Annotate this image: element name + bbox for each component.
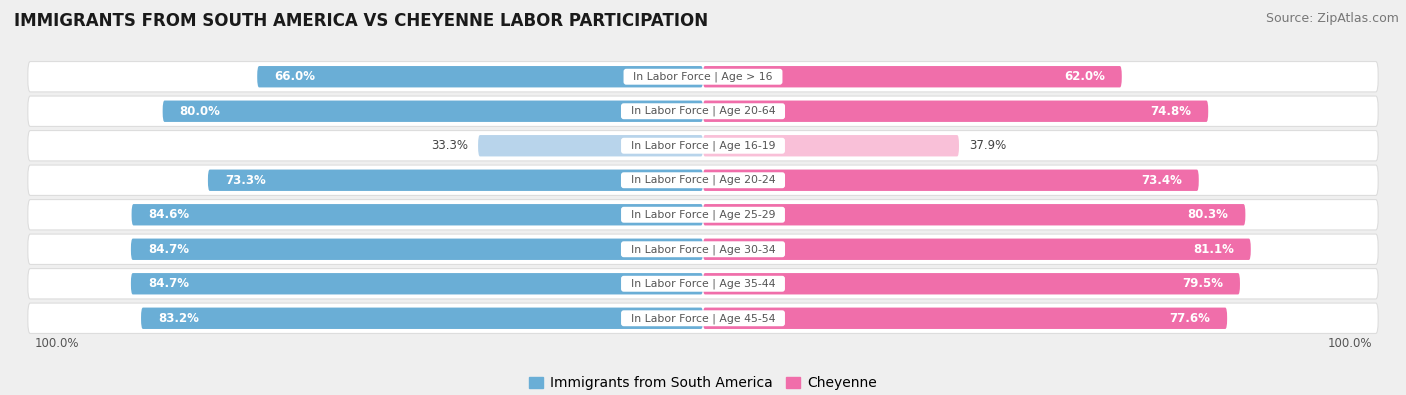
- FancyBboxPatch shape: [28, 62, 1378, 92]
- Text: 79.5%: 79.5%: [1182, 277, 1223, 290]
- Text: In Labor Force | Age > 16: In Labor Force | Age > 16: [626, 71, 780, 82]
- FancyBboxPatch shape: [28, 165, 1378, 196]
- Text: 33.3%: 33.3%: [432, 139, 468, 152]
- Text: 73.3%: 73.3%: [225, 174, 266, 187]
- Text: 81.1%: 81.1%: [1194, 243, 1234, 256]
- Text: 37.9%: 37.9%: [969, 139, 1007, 152]
- FancyBboxPatch shape: [28, 199, 1378, 230]
- FancyBboxPatch shape: [703, 66, 1122, 87]
- FancyBboxPatch shape: [132, 204, 703, 226]
- FancyBboxPatch shape: [478, 135, 703, 156]
- Text: 100.0%: 100.0%: [34, 337, 79, 350]
- Text: IMMIGRANTS FROM SOUTH AMERICA VS CHEYENNE LABOR PARTICIPATION: IMMIGRANTS FROM SOUTH AMERICA VS CHEYENN…: [14, 12, 709, 30]
- FancyBboxPatch shape: [28, 131, 1378, 161]
- Text: In Labor Force | Age 45-54: In Labor Force | Age 45-54: [624, 313, 782, 324]
- FancyBboxPatch shape: [703, 308, 1227, 329]
- FancyBboxPatch shape: [703, 101, 1208, 122]
- FancyBboxPatch shape: [28, 234, 1378, 264]
- Text: 77.6%: 77.6%: [1170, 312, 1211, 325]
- FancyBboxPatch shape: [257, 66, 703, 87]
- Text: 84.7%: 84.7%: [148, 277, 188, 290]
- FancyBboxPatch shape: [131, 239, 703, 260]
- Text: 62.0%: 62.0%: [1064, 70, 1105, 83]
- FancyBboxPatch shape: [28, 303, 1378, 333]
- Legend: Immigrants from South America, Cheyenne: Immigrants from South America, Cheyenne: [523, 371, 883, 395]
- Text: In Labor Force | Age 25-29: In Labor Force | Age 25-29: [624, 209, 782, 220]
- Text: 80.3%: 80.3%: [1188, 208, 1229, 221]
- FancyBboxPatch shape: [163, 101, 703, 122]
- Text: 66.0%: 66.0%: [274, 70, 315, 83]
- Text: In Labor Force | Age 35-44: In Labor Force | Age 35-44: [624, 278, 782, 289]
- Text: In Labor Force | Age 20-64: In Labor Force | Age 20-64: [624, 106, 782, 117]
- FancyBboxPatch shape: [703, 135, 959, 156]
- Text: 80.0%: 80.0%: [180, 105, 221, 118]
- Text: In Labor Force | Age 16-19: In Labor Force | Age 16-19: [624, 141, 782, 151]
- FancyBboxPatch shape: [703, 204, 1246, 226]
- Text: 83.2%: 83.2%: [157, 312, 198, 325]
- Text: In Labor Force | Age 20-24: In Labor Force | Age 20-24: [624, 175, 782, 186]
- Text: Source: ZipAtlas.com: Source: ZipAtlas.com: [1265, 12, 1399, 25]
- Text: 74.8%: 74.8%: [1150, 105, 1191, 118]
- Text: In Labor Force | Age 30-34: In Labor Force | Age 30-34: [624, 244, 782, 254]
- Text: 73.4%: 73.4%: [1142, 174, 1182, 187]
- Text: 84.7%: 84.7%: [148, 243, 188, 256]
- FancyBboxPatch shape: [141, 308, 703, 329]
- Text: 100.0%: 100.0%: [1327, 337, 1372, 350]
- Text: 84.6%: 84.6%: [149, 208, 190, 221]
- FancyBboxPatch shape: [131, 273, 703, 294]
- FancyBboxPatch shape: [28, 96, 1378, 126]
- FancyBboxPatch shape: [208, 169, 703, 191]
- FancyBboxPatch shape: [703, 273, 1240, 294]
- FancyBboxPatch shape: [703, 169, 1199, 191]
- FancyBboxPatch shape: [703, 239, 1251, 260]
- FancyBboxPatch shape: [28, 269, 1378, 299]
